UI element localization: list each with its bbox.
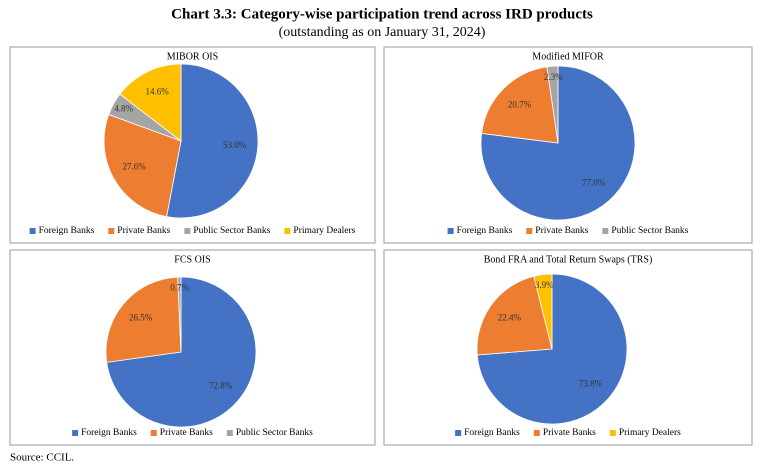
legend-label: Private Banks — [543, 428, 596, 438]
legend-label: Public Sector Banks — [193, 226, 270, 236]
value-label: 53.0% — [223, 140, 247, 150]
legend-label: Private Banks — [535, 226, 588, 236]
pie-slice — [166, 63, 259, 219]
page-subtitle: (outstanding as on January 31, 2024) — [279, 25, 486, 40]
legend-label: Foreign Banks — [464, 428, 520, 438]
chart-title: Modified MIFOR — [532, 51, 604, 62]
legend-label: Primary Dealers — [293, 226, 355, 236]
chart-title: Bond FRA and Total Return Swaps (TRS) — [484, 254, 653, 265]
legend-label: Public Sector Banks — [236, 428, 313, 438]
value-label: 2.3% — [544, 72, 563, 82]
legend-swatch — [72, 430, 79, 436]
legend-swatch — [108, 228, 115, 234]
value-label: 22.4% — [498, 312, 522, 322]
legend-label: Foreign Banks — [457, 226, 513, 236]
legend-swatch — [29, 228, 36, 234]
legend-swatch — [447, 228, 454, 234]
legend-swatch — [284, 228, 291, 234]
legend-label: Primary Dealers — [619, 428, 681, 438]
pie-slice — [546, 65, 559, 144]
legend-swatch — [150, 430, 157, 436]
value-label: 27.6% — [122, 162, 146, 172]
legend-label: Foreign Banks — [81, 428, 137, 438]
pie-slice — [177, 276, 182, 353]
source-note: Source: CCIL. — [10, 452, 74, 464]
legend-swatch — [533, 430, 540, 436]
value-label: 14.6% — [146, 87, 170, 97]
panel-border — [383, 249, 753, 446]
value-label: 72.8% — [209, 381, 233, 391]
legend-swatch — [602, 228, 609, 234]
legend-swatch — [226, 430, 233, 436]
legend-label: Private Banks — [117, 226, 170, 236]
panel-border — [9, 46, 376, 244]
legend: Foreign Banks Private Banks Public Sector … — [447, 226, 689, 236]
chart-title: MIBOR OIS — [167, 51, 218, 62]
legend-swatch — [526, 228, 533, 234]
pie-slice — [119, 63, 182, 142]
legend-label: Foreign Banks — [39, 226, 95, 236]
value-label: 20.7% — [508, 99, 532, 109]
panel-border — [9, 249, 376, 446]
pie-slice — [533, 273, 553, 350]
pie-slice — [476, 275, 553, 356]
pie-slice — [481, 66, 559, 144]
value-label: 0.7% — [170, 282, 189, 292]
legend-swatch — [184, 228, 191, 234]
pie-slice — [105, 276, 182, 363]
value-label: 77.0% — [582, 177, 606, 187]
value-label: 73.8% — [579, 379, 603, 389]
chart-title: FCS OIS — [174, 254, 210, 265]
page-title: Chart 3.3: Category-wise participation t… — [171, 6, 593, 22]
pie-slice — [103, 113, 182, 218]
legend: Foreign Banks Private Banks Primary Dealer… — [455, 428, 681, 438]
value-label: 3.9% — [535, 280, 554, 290]
pie-slice — [480, 65, 636, 221]
legend-swatch — [455, 430, 462, 436]
legend-label: Private Banks — [160, 428, 213, 438]
legend: Foreign Banks Private Banks Public Sector … — [29, 226, 356, 236]
legend-swatch — [609, 430, 616, 436]
value-label: 4.8% — [114, 104, 133, 114]
legend-label: Public Sector Banks — [611, 226, 688, 236]
value-label: 26.5% — [129, 312, 153, 322]
panel-border — [383, 46, 753, 244]
legend: Foreign Banks Private Banks Public Sector … — [72, 428, 313, 438]
